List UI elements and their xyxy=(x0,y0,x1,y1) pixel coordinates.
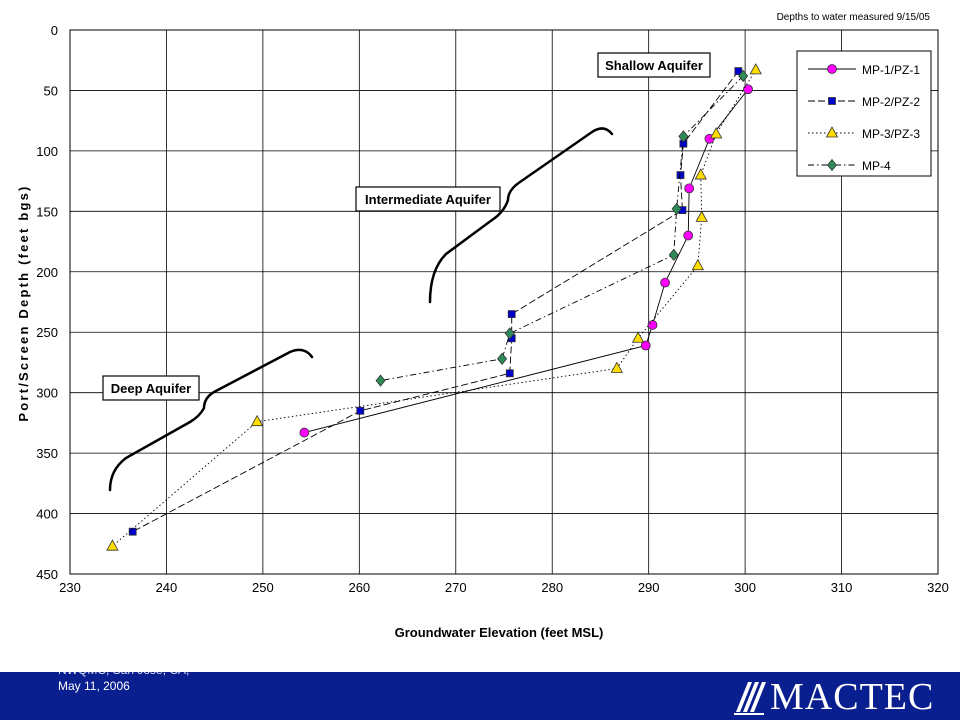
data-point xyxy=(668,248,679,261)
data-point xyxy=(106,539,119,551)
deep-aquifer-brace xyxy=(108,348,314,492)
legend-marker xyxy=(828,97,836,105)
legend-label: MP-2/PZ-2 xyxy=(862,95,920,109)
data-point xyxy=(738,69,749,83)
data-point xyxy=(647,320,658,330)
data-point xyxy=(743,84,753,95)
data-point xyxy=(734,67,743,76)
annotation-label: Intermediate Aquifer xyxy=(365,192,491,207)
x-tick-label: 270 xyxy=(445,580,467,595)
legend-entry: MP-2/PZ-2 xyxy=(808,95,920,109)
y-axis-label: Port/Screen Depth (feet bgs) xyxy=(16,184,31,421)
footer-bar xyxy=(0,672,960,720)
tick-labels: 230 240 250 260 270 280 290 300 310 320 0 50 100 150 2… xyxy=(36,23,949,595)
data-point xyxy=(356,406,365,415)
y-tick-label: 250 xyxy=(36,325,58,340)
data-point xyxy=(749,63,762,75)
data-point xyxy=(250,414,264,427)
series-3 xyxy=(106,63,762,551)
x-tick-label: 260 xyxy=(348,580,370,595)
data-point xyxy=(684,183,695,194)
data-point xyxy=(691,258,705,271)
annotation-box: Shallow Aquifer xyxy=(597,52,711,78)
annotation-border xyxy=(355,186,501,212)
annotation-border xyxy=(102,375,200,401)
legend-marker xyxy=(826,158,838,172)
y-tick-label: 50 xyxy=(44,83,58,98)
y-tick-label: 400 xyxy=(36,507,58,522)
footer-venue: NWQMC, San Jose, CA, xyxy=(58,663,190,677)
legend-label: MP-3/PZ-3 xyxy=(862,127,920,141)
footer-date: May 11, 2006 xyxy=(58,679,130,693)
annotation-box: Intermediate Aquifer xyxy=(355,186,501,212)
legend-entry: MP-1/PZ-1 xyxy=(808,63,920,77)
data-point xyxy=(299,427,310,438)
x-tick-label: 280 xyxy=(541,580,563,595)
x-tick-label: 300 xyxy=(734,580,756,595)
chart: 230 240 250 260 270 280 290 300 310 320 0 50 100 150 2… xyxy=(16,12,949,640)
series-2 xyxy=(128,67,743,536)
data-point xyxy=(694,168,707,180)
series-1 xyxy=(299,84,753,438)
data-point xyxy=(660,277,670,288)
y-tick-label: 350 xyxy=(36,446,58,461)
x-tick-label: 240 xyxy=(156,580,178,595)
x-tick-label: 250 xyxy=(252,580,274,595)
legend-label: MP-4 xyxy=(862,159,891,173)
plot-area xyxy=(69,29,939,575)
data-point xyxy=(671,202,682,216)
legend-entry: MP-3/PZ-3 xyxy=(808,126,920,141)
aquifer-braces xyxy=(108,127,614,492)
series-4 xyxy=(375,69,749,387)
data-point xyxy=(497,352,508,365)
x-tick-label: 290 xyxy=(638,580,660,595)
data-point xyxy=(683,230,694,241)
annotation-box: Deep Aquifer xyxy=(102,375,200,401)
legend-marker xyxy=(825,126,839,138)
data-point xyxy=(631,331,645,343)
intermediate-aquifer-brace xyxy=(428,127,614,304)
y-tick-label: 450 xyxy=(36,567,58,582)
x-axis-label: Groundwater Elevation (feet MSL) xyxy=(395,625,604,640)
annotation-label: Deep Aquifer xyxy=(111,381,191,396)
legend-label: MP-1/PZ-1 xyxy=(862,63,920,77)
data-point xyxy=(710,127,723,139)
data-point xyxy=(678,130,689,143)
legend: MP-1/PZ-1 MP-2/PZ-2 MP-3/PZ-3 MP-4 xyxy=(796,50,932,177)
legend-marker xyxy=(827,64,837,74)
data-point xyxy=(610,361,624,373)
legend-box xyxy=(796,50,932,177)
y-tick-label: 200 xyxy=(36,265,58,280)
annotations: Shallow Aquifer Intermediate Aquifer Deep … xyxy=(102,52,711,401)
mactec-logo: MACTEC xyxy=(730,676,945,718)
data-point xyxy=(504,327,515,340)
annotation-border xyxy=(597,52,711,78)
data-point xyxy=(507,310,516,318)
logo-text: MACTEC xyxy=(770,676,935,718)
measurement-note: Depths to water measured 9/15/05 xyxy=(777,12,931,23)
x-tick-label: 320 xyxy=(927,580,949,595)
y-tick-label: 0 xyxy=(51,23,58,38)
annotation-label: Shallow Aquifer xyxy=(605,58,703,73)
x-tick-label: 230 xyxy=(59,580,81,595)
data-point xyxy=(676,171,685,179)
x-tick-label: 310 xyxy=(831,580,853,595)
y-tick-label: 150 xyxy=(36,204,58,219)
data-point xyxy=(375,374,386,387)
y-tick-label: 300 xyxy=(36,386,58,401)
legend-entry: MP-4 xyxy=(808,158,891,173)
y-tick-label: 100 xyxy=(36,144,58,159)
data-point xyxy=(505,369,514,378)
series-line xyxy=(132,70,739,533)
data-point xyxy=(640,340,651,351)
data-point xyxy=(695,210,708,222)
series xyxy=(106,63,762,551)
footer-caption: NWQMC, San Jose, CA, May 11, 2006 xyxy=(58,662,298,694)
logo-mark-icon xyxy=(734,682,766,715)
